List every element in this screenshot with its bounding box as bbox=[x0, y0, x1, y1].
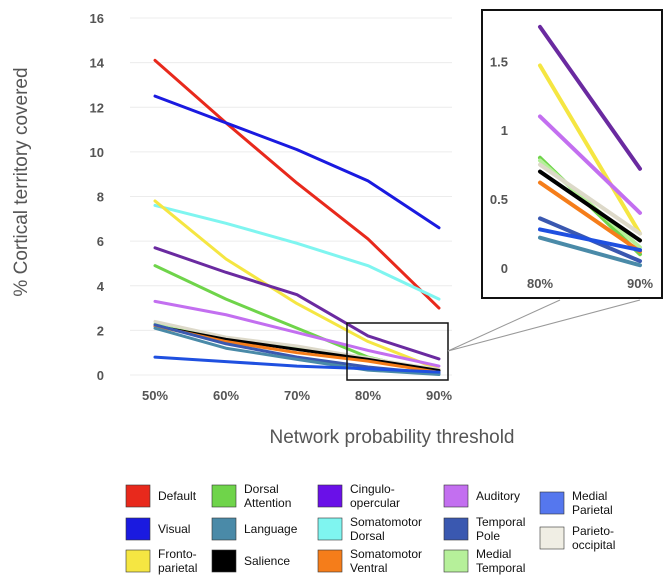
y-tick-label: 14 bbox=[90, 56, 105, 71]
legend-item: Visual bbox=[125, 517, 190, 541]
legend-label: Fronto-parietal bbox=[158, 547, 197, 575]
y-tick-label: 0 bbox=[97, 368, 104, 383]
legend-swatch bbox=[317, 549, 343, 573]
inset-series-line bbox=[538, 180, 642, 254]
inset-series-line bbox=[538, 235, 642, 268]
legend-label: Somatomotor Ventral bbox=[350, 547, 422, 575]
legend-swatch bbox=[443, 517, 469, 541]
legend-label: Salience bbox=[244, 554, 290, 568]
legend-swatch bbox=[539, 526, 565, 550]
series-line bbox=[153, 326, 441, 377]
legend-item: Salience bbox=[211, 549, 290, 573]
main-gridlines bbox=[130, 17, 452, 376]
inset-series-line bbox=[538, 24, 642, 171]
legend-item: Somatomotor Dorsal bbox=[317, 515, 422, 543]
y-tick-label: 6 bbox=[97, 234, 104, 249]
main-x-ticks: 50% 60% 70% 80% 90% bbox=[142, 388, 452, 403]
zoom-connector-bottom bbox=[447, 299, 641, 352]
series-line bbox=[153, 58, 441, 310]
legend-item: Default bbox=[125, 484, 197, 508]
legend-swatch bbox=[211, 517, 237, 541]
inset-series-line bbox=[538, 114, 642, 215]
series-line bbox=[153, 203, 441, 301]
inset-y-tick-label: 0 bbox=[501, 261, 508, 276]
legend-item: Somatomotor Ventral bbox=[317, 547, 422, 575]
legend-swatch bbox=[125, 484, 151, 508]
y-tick-label: 2 bbox=[97, 323, 104, 338]
legend-swatch bbox=[211, 549, 237, 573]
x-tick-label: 80% bbox=[355, 388, 381, 403]
legend-label: Medial Temporal bbox=[476, 547, 525, 575]
legend-swatch bbox=[317, 517, 343, 541]
legend-swatch bbox=[317, 484, 343, 508]
x-tick-label: 60% bbox=[213, 388, 239, 403]
legend-item: Language bbox=[211, 517, 298, 541]
inset-chart: 0 0.5 1 1.5 80% 90% bbox=[481, 9, 663, 299]
y-tick-label: 8 bbox=[97, 190, 104, 205]
legend-label: Parieto-occipital bbox=[572, 524, 615, 552]
y-axis-title: % Cortical territory covered bbox=[11, 67, 32, 296]
legend-label: Cingulo-opercular bbox=[350, 482, 400, 510]
y-tick-label: 10 bbox=[90, 145, 104, 160]
main-y-ticks: 0 2 4 6 8 10 12 14 16 bbox=[90, 11, 105, 383]
x-axis-title: Network probability threshold bbox=[269, 427, 514, 448]
inset-series-line bbox=[538, 162, 642, 236]
legend-item: Parieto-occipital bbox=[539, 524, 615, 552]
legend-label: Default bbox=[158, 489, 197, 503]
y-tick-label: 12 bbox=[90, 100, 104, 115]
series-line bbox=[153, 94, 441, 230]
zoom-region-box bbox=[346, 322, 449, 381]
x-tick-label: 50% bbox=[142, 388, 168, 403]
inset-x-ticks: 80% 90% bbox=[527, 276, 653, 291]
x-tick-label: 90% bbox=[426, 388, 452, 403]
inset-y-tick-label: 1.5 bbox=[490, 54, 508, 69]
inset-y-tick-label: 1 bbox=[501, 123, 508, 138]
series-line bbox=[153, 299, 441, 368]
inset-series-line bbox=[538, 169, 642, 243]
legend-item: Cingulo-opercular bbox=[317, 482, 400, 510]
series-line bbox=[153, 246, 441, 361]
inset-x-tick-label: 90% bbox=[627, 276, 653, 291]
inset-series-line bbox=[538, 63, 642, 236]
inset-y-tick-label: 0.5 bbox=[490, 192, 508, 207]
y-tick-label: 4 bbox=[97, 279, 105, 294]
legend-label: Somatomotor Dorsal bbox=[350, 515, 422, 543]
legend-swatch bbox=[443, 549, 469, 573]
legend-item: Auditory bbox=[443, 484, 520, 508]
legend-label: Medial Parietal bbox=[572, 489, 613, 517]
x-tick-label: 70% bbox=[284, 388, 310, 403]
inset-y-ticks: 0 0.5 1 1.5 bbox=[490, 54, 508, 276]
legend-swatch bbox=[443, 484, 469, 508]
legend-item: Medial Parietal bbox=[539, 489, 613, 517]
legend: Default Visual Fronto-parietal Dorsal Attent… bbox=[125, 482, 615, 575]
legend-swatch bbox=[211, 484, 237, 508]
main-series-lines bbox=[153, 58, 441, 377]
legend-item: Fronto-parietal bbox=[125, 547, 197, 575]
y-tick-label: 16 bbox=[90, 11, 104, 26]
legend-item: Dorsal Attention bbox=[211, 482, 291, 510]
legend-label: Visual bbox=[158, 522, 190, 536]
inset-x-tick-label: 80% bbox=[527, 276, 553, 291]
legend-label: Dorsal Attention bbox=[244, 482, 291, 510]
inset-series-lines bbox=[538, 24, 642, 268]
legend-label: Auditory bbox=[476, 489, 520, 503]
series-line bbox=[153, 199, 441, 371]
legend-swatch bbox=[539, 491, 565, 515]
legend-label: Temporal Pole bbox=[476, 515, 525, 543]
legend-swatch bbox=[125, 549, 151, 573]
inset-series-line bbox=[538, 227, 642, 253]
legend-swatch bbox=[125, 517, 151, 541]
legend-item: Medial Temporal bbox=[443, 547, 525, 575]
legend-item: Temporal Pole bbox=[443, 515, 525, 543]
series-line bbox=[153, 355, 441, 374]
inset-frame bbox=[481, 9, 663, 299]
legend-label: Language bbox=[244, 522, 298, 536]
zoom-connector-top bbox=[447, 299, 561, 352]
